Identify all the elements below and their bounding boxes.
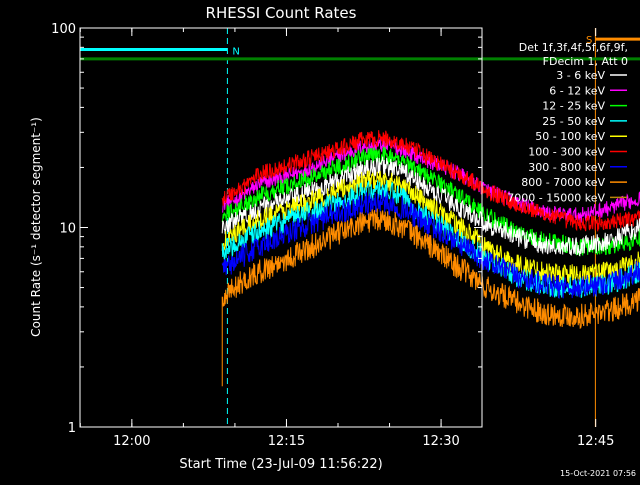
series-4-segment-1	[221, 170, 640, 285]
bar-label-N: N	[232, 47, 239, 58]
legend-header-line-2: FDecim 1, Att 0	[543, 55, 628, 68]
legend-label: 3 - 6 keV	[556, 69, 605, 82]
series-1-segment-1	[221, 130, 640, 232]
chart-title: RHESSI Count Rates	[206, 4, 357, 22]
timestamp: 15-Oct-2021 07:56	[560, 469, 636, 478]
legend-label: 6 - 12 keV	[549, 84, 605, 97]
x-axis-label: Start Time (23-Jul-09 11:56:22)	[179, 457, 382, 472]
legend-label: 7000 - 15000 keV	[507, 191, 605, 204]
y-tick-label: 1	[68, 421, 76, 436]
x-tick-label: 12:45	[577, 434, 614, 449]
series-6-segment-1	[221, 190, 640, 299]
legend-header-line-1: Det 1f,3f,4f,5f,6f,9f,	[519, 41, 628, 54]
legend: 3 - 6 keV 6 - 12 keV 12 - 25 keV 25 - 50 ke…	[507, 69, 627, 204]
y-axis-label: Count Rate (s⁻¹ detector segment⁻¹)	[29, 117, 43, 337]
x-tick-label: 12:15	[268, 434, 305, 449]
attenuator-bars: NSRD0RD4	[80, 35, 640, 61]
legend-label: 12 - 25 keV	[542, 100, 605, 113]
legend-label: 100 - 300 keV	[528, 146, 605, 159]
series-7-segment-1	[221, 208, 640, 329]
y-tick-label: 100	[51, 22, 76, 37]
series-2-segment-1	[221, 146, 640, 257]
legend-label: 300 - 800 keV	[528, 161, 605, 174]
bar-label-S: S	[586, 35, 592, 46]
legend-label: 50 - 100 keV	[535, 130, 605, 143]
axes: 12:0012:1512:3012:4513:0013:1513:3011010…	[51, 22, 614, 449]
data-series	[221, 130, 640, 387]
x-tick-label: 12:30	[422, 434, 459, 449]
y-tick-label: 10	[59, 222, 76, 237]
x-tick-label: 12:00	[113, 434, 150, 449]
legend-label: 800 - 7000 keV	[521, 176, 605, 189]
legend-label: 25 - 50 keV	[542, 115, 605, 128]
